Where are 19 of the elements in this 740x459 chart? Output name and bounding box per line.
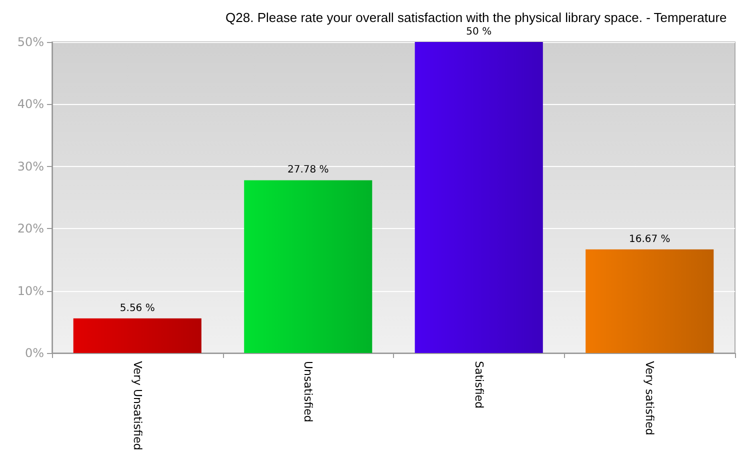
y-tick-label: 40% <box>17 97 44 112</box>
y-tick-label: 20% <box>17 222 44 236</box>
x-tick-label: Satisfied <box>472 361 486 409</box>
y-tick-label: 10% <box>17 284 44 298</box>
x-tick-label: Unsatisfied <box>302 361 315 422</box>
y-tick-label: 50% <box>17 35 44 49</box>
bar <box>73 318 202 353</box>
chart-title: Q28. Please rate your overall satisfaction with the physical library space. - Temperature <box>226 10 727 25</box>
bar <box>586 249 714 353</box>
data-label: 27.78 % <box>287 164 329 176</box>
x-tick-label: Very satisfied <box>643 361 656 436</box>
bar <box>244 180 372 353</box>
data-label: 5.56 % <box>120 302 155 314</box>
bar <box>414 42 543 353</box>
data-label: 16.67 % <box>628 234 670 245</box>
y-tick-label: 30% <box>17 159 44 174</box>
x-tick-label: Very Unsatisfied <box>130 361 144 450</box>
data-label: 50 % <box>466 26 492 38</box>
y-tick-label: 0% <box>24 346 44 360</box>
